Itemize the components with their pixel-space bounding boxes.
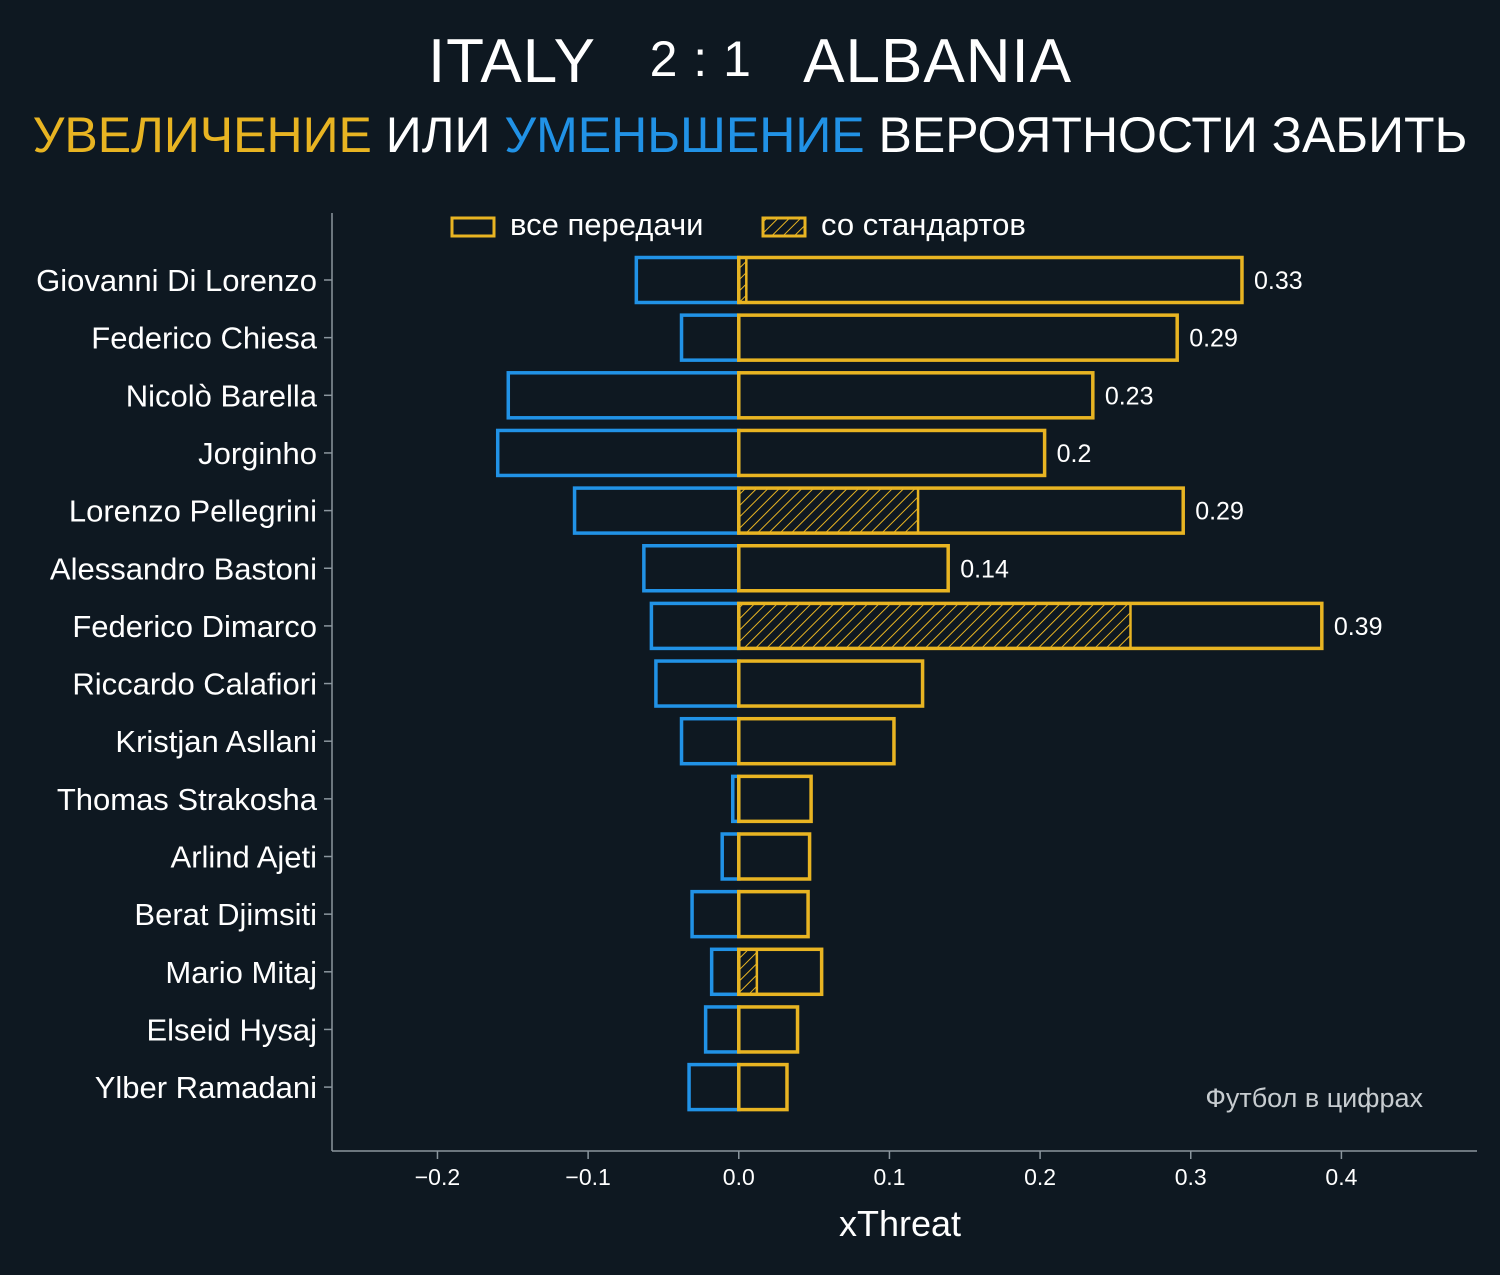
bar-negative [495,428,741,478]
y-tick-label: Elseid Hysaj [146,1012,317,1047]
bar-value-label: 0.23 [1105,382,1154,410]
bar-positive [737,544,950,593]
y-tick-label: Alessandro Bastoni [50,551,317,586]
bar-negative [506,371,741,420]
y-tick-label: Lorenzo Pellegrini [69,494,317,529]
bar-negative [649,601,741,651]
bar-positive [737,371,1095,420]
bars-layer: 0.33 0.29 0.23 0.2 0.29 0.14 0.39 [495,255,1383,1112]
bar-positive [737,1062,789,1112]
bar-positive [737,1005,800,1054]
legend-label-set-pieces: со стандартов [821,207,1026,242]
bar-value-label: 0.33 [1254,267,1303,295]
x-tick-label: 0.0 [723,1164,755,1190]
y-tick-label: Kristjan Asllani [115,724,317,759]
legend-swatch-set-pieces [761,216,807,238]
bar-positive [737,428,1047,478]
bar-value-label: 0.14 [960,555,1009,583]
match-title: ITALY 2 : 1 ALBANIA [0,26,1500,97]
x-tick-label: −0.2 [415,1164,460,1190]
bar-negative [709,947,741,997]
legend-label-all-passes: все передачи [510,207,703,242]
bar-set-pieces [737,948,759,996]
y-tick-label: Nicolò Barella [126,378,318,413]
bar-negative [572,486,741,535]
y-tick-label: Ylber Ramadani [95,1070,317,1105]
subtitle-or: ИЛИ [385,107,491,163]
bar-negative [720,832,741,881]
y-tick-labels: Giovanni Di Lorenzo Federico Chiesa Nicolò… [36,263,332,1105]
bar-negative [634,255,741,305]
credit-text: Футбол в цифрах [1205,1083,1423,1113]
y-tick-label: Mario Mitaj [165,955,317,990]
bar-positive [737,889,810,939]
bar-negative [654,659,741,708]
match-score: 2 : 1 [649,31,752,87]
x-tick-label: 0.1 [873,1164,905,1190]
bar-negative [687,1062,741,1112]
bar-positive [737,716,896,766]
bar-value-label: 0.29 [1189,325,1238,353]
legend: все передачи со стандартов [450,207,1026,242]
x-tick-label: 0.2 [1024,1164,1056,1190]
x-tick-label: −0.1 [565,1164,610,1190]
bar-positive [737,313,1179,362]
subtitle-rest: ВЕРОЯТНОСТИ ЗАБИТЬ [878,107,1468,163]
home-team: ITALY [427,27,595,96]
y-tick-label: Thomas Strakosha [57,782,318,817]
bar-positive [737,601,1324,651]
subtitle-increase: УВЕЛИЧЕНИЕ [32,107,372,163]
chart-axes [331,213,1477,1152]
bar-negative [690,889,741,939]
chart-subtitle: УВЕЛИЧЕНИЕ ИЛИ УМЕНЬШЕНИЕ ВЕРОЯТНОСТИ ЗА… [0,106,1500,164]
bar-positive [737,947,824,997]
bar-positive [737,659,925,708]
x-tick-labels: −0.2 −0.1 0.0 0.1 0.2 0.3 0.4 [415,1151,1358,1190]
bar-set-pieces [737,602,1132,650]
y-tick-label: Arlind Ajeti [171,840,317,875]
bar-negative [679,313,741,362]
x-axis-label: xThreat [839,1203,961,1244]
bar-value-label: 0.2 [1057,440,1092,468]
bar-value-label: 0.39 [1334,613,1383,641]
bar-set-pieces [737,486,920,535]
x-tick-label: 0.4 [1325,1164,1357,1190]
y-tick-label: Giovanni Di Lorenzo [36,263,317,298]
subtitle-decrease: УМЕНЬШЕНИЕ [504,107,865,163]
bar-positive [737,486,1185,535]
bar-negative [679,716,741,766]
y-tick-label: Jorginho [198,436,317,471]
y-tick-label: Federico Dimarco [72,609,317,644]
bar-positive [737,255,1244,305]
y-tick-label: Riccardo Calafiori [72,667,317,702]
y-tick-label: Federico Chiesa [91,321,317,356]
bar-positive [737,832,812,881]
legend-swatch-all-passes [450,216,496,238]
away-team: ALBANIA [803,27,1073,96]
x-tick-label: 0.3 [1175,1164,1207,1190]
y-tick-label: Berat Djimsiti [134,897,317,932]
bar-positive [737,774,813,824]
bar-negative [703,1005,741,1054]
bar-value-label: 0.29 [1195,498,1244,526]
bar-negative [642,544,741,593]
